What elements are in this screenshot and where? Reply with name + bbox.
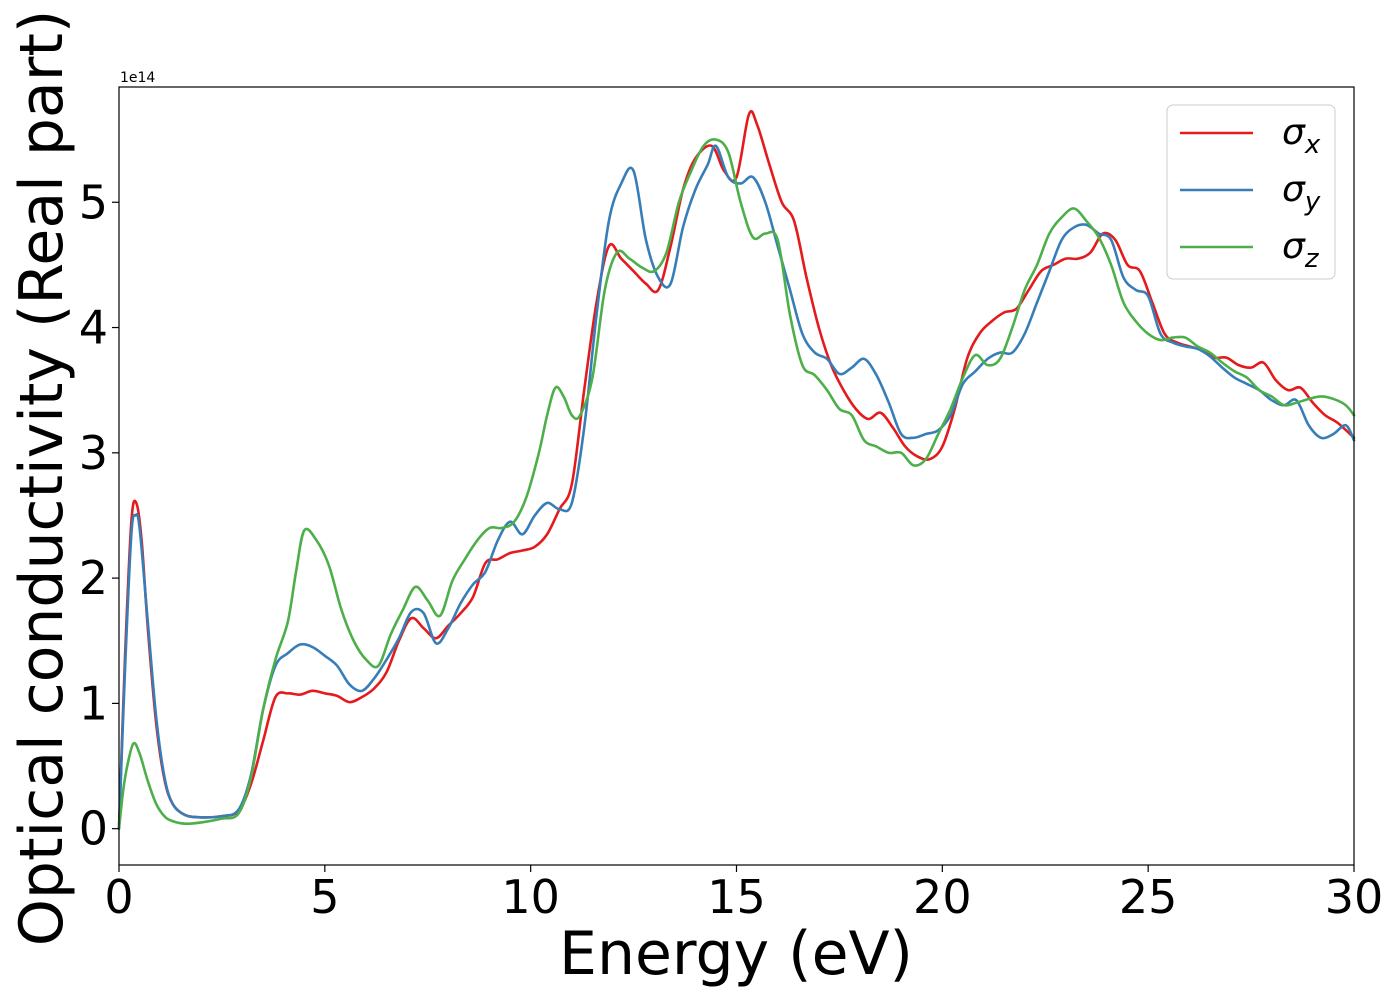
y-tick-label: 5 (79, 175, 108, 229)
x-tick-label: 25 (1119, 870, 1178, 924)
y-axis-label: Optical conductivity (Real part) (7, 10, 77, 947)
y-tick-label: 0 (79, 802, 108, 856)
x-tick-label: 5 (310, 870, 339, 924)
legend-box (1166, 104, 1336, 280)
x-tick-label: 30 (1325, 870, 1384, 924)
legend-label-z: σz (1282, 226, 1320, 274)
x-tick-label: 10 (501, 870, 560, 924)
x-axis-label: Energy (eV) (559, 919, 913, 989)
y-tick-label: 1 (79, 676, 108, 730)
x-tick-label: 0 (104, 870, 133, 924)
legend-label-y: σy (1282, 169, 1321, 217)
series-layer (117, 109, 1356, 830)
ticks-layer: 0 5 10 15 20 25 30 0 1 2 3 4 5 (79, 175, 1384, 924)
y-tick-label: 3 (79, 426, 108, 480)
y-tick-label: 4 (79, 301, 108, 355)
series-line-y (117, 144, 1356, 830)
x-tick-label: 15 (707, 870, 766, 924)
y-offset-label: 1e14 (120, 70, 155, 86)
legend-items: σx σy σz (1180, 112, 1321, 274)
series-line-z (117, 138, 1356, 830)
y-tick-label: 2 (79, 551, 108, 605)
legend: σx σy σz (1166, 104, 1336, 280)
legend-label-x: σx (1282, 112, 1321, 160)
x-tick-label: 20 (913, 870, 972, 924)
